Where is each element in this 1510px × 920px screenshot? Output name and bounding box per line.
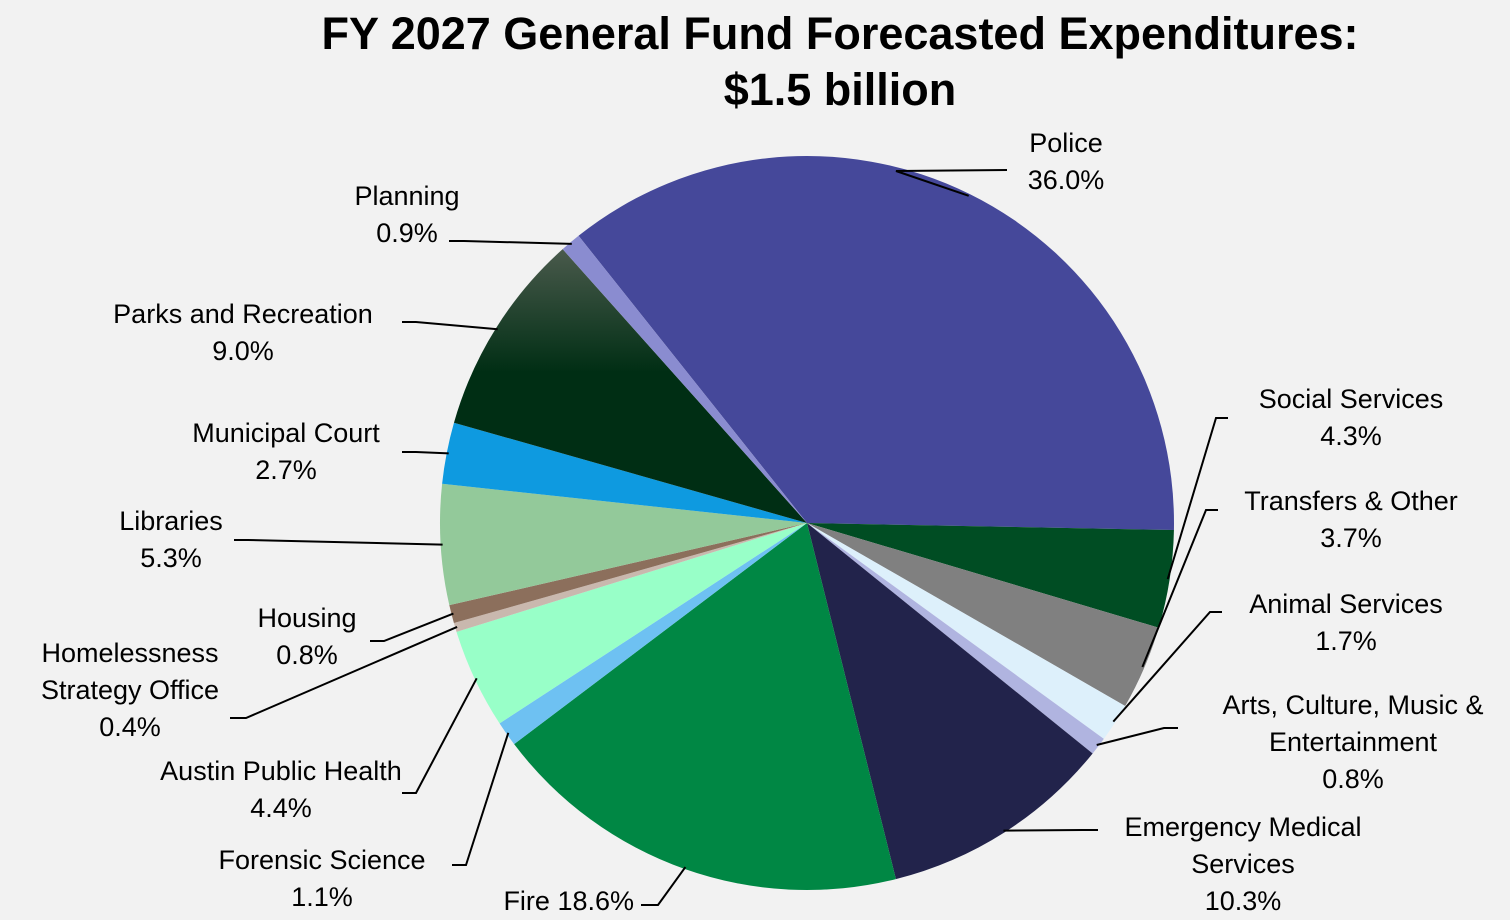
slice-label-municipal-court: Municipal Court 2.7% [192, 418, 380, 485]
slice-label-planning: Planning 0.9% [354, 181, 459, 248]
slice-label-homelessness-strategy-office: Homelessness Strategy Office 0.4% [41, 638, 219, 742]
slice-label-arts-culture-music-entertainment: Arts, Culture, Music & Entertainment 0.8% [1222, 690, 1483, 794]
pie-slice-austin-public-health [456, 523, 807, 724]
pie-slice-municipal-court [442, 422, 807, 523]
leader-line-emergency-medical-services [1003, 829, 1098, 832]
pie-slice-parks-and-recreation [453, 249, 807, 523]
leader-line-arts-culture-music-entertainment [1096, 727, 1178, 746]
slice-label-police: Police 36.0% [1028, 128, 1105, 195]
chart-title-line: FY 2027 General Fund Forecasted Expendit… [321, 8, 1359, 59]
slice-label-transfers-other: Transfers & Other 3.7% [1244, 486, 1458, 553]
leader-line-parks-and-recreation [402, 321, 498, 331]
pie-slice-social-services [807, 523, 1174, 628]
chart-subtitle: $1.5 billion [723, 64, 957, 115]
slice-label-austin-public-health: Austin Public Health 4.4% [160, 756, 402, 823]
slice-label-social-services: Social Services 4.3% [1259, 384, 1444, 451]
pie-slice-planning [562, 235, 807, 523]
leader-lines [230, 169, 1228, 906]
pie-slice-transfers-other [807, 523, 1159, 706]
leader-line-social-services [1166, 417, 1228, 580]
pie-slice-emergency-medical-services [807, 523, 1093, 880]
leader-line-fire [641, 866, 687, 906]
pie-slice-animal-services [807, 523, 1126, 739]
pie-slice-housing [449, 523, 807, 624]
pie-slice-homelessness-strategy-office [453, 523, 807, 632]
leader-line-transfers-other [1141, 509, 1218, 668]
leader-line-libraries [234, 539, 443, 546]
chart-title: FY 2027 General Fund Forecasted Expendit… [200, 6, 1480, 118]
leader-line-planning [449, 240, 572, 245]
leader-line-municipal-court [402, 451, 449, 455]
leader-line-austin-public-health [402, 677, 478, 794]
slice-label-emergency-medical-services: Emergency Medical Services 10.3% [1124, 812, 1361, 916]
slice-label-animal-services: Animal Services 1.7% [1249, 589, 1443, 656]
slice-label-housing: Housing 0.8% [257, 603, 356, 670]
slice-label-parks-and-recreation: Parks and Recreation 9.0% [113, 299, 373, 366]
slice-labels: Police 36.0% Social Services 4.3% Transfers … [41, 128, 1484, 916]
pie-slice-forensic-science [499, 523, 807, 745]
leader-line-homelessness-strategy-office [230, 625, 458, 719]
pie-slice-libraries [440, 483, 807, 606]
pie-slice-fire [514, 523, 896, 891]
slice-label-fire: Fire 18.6% [503, 886, 634, 916]
leader-line-police [895, 169, 1008, 197]
pie-slice-police [578, 156, 1174, 531]
pie-slice-arts-culture-music-entertainment [807, 523, 1104, 754]
leader-line-animal-services [1112, 611, 1222, 723]
leader-line-housing [370, 612, 454, 642]
pie-slices [440, 156, 1174, 891]
slice-label-forensic-science: Forensic Science 1.1% [218, 845, 425, 912]
leader-line-forensic-science [452, 732, 510, 866]
slice-label-libraries: Libraries 5.3% [119, 506, 223, 573]
